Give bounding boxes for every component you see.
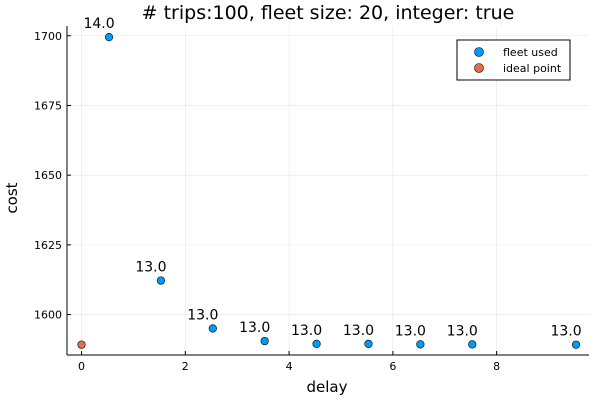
- legend: fleet used ideal point: [456, 39, 571, 81]
- data-point: [208, 324, 217, 333]
- data-label: 13.0: [291, 323, 322, 339]
- x-tick-label: 4: [286, 360, 293, 373]
- chart-title: # trips:100, fleet size: 20, integer: tr…: [142, 2, 515, 24]
- legend-box: [456, 39, 571, 81]
- data-point: [416, 340, 425, 349]
- data-labels: 14.0 13.0 13.0 13.0 13.0 13.0 13.0 13.0 13.0: [83, 16, 581, 340]
- data-point: [104, 33, 114, 42]
- grid: [67, 26, 589, 355]
- data-points: [77, 33, 581, 349]
- axes: [66, 26, 589, 356]
- legend-marker: [474, 63, 484, 73]
- y-tick-label: 1675: [34, 99, 62, 112]
- x-tick-label: 8: [493, 360, 500, 373]
- data-label: 13.0: [187, 308, 218, 324]
- data-point: [77, 340, 86, 349]
- y-axis-title: cost: [3, 182, 21, 213]
- x-tick-label: 0: [78, 360, 85, 373]
- data-point: [571, 340, 581, 349]
- data-point: [156, 276, 166, 285]
- data-label: 13.0: [239, 320, 270, 336]
- y-axis-ticks: 1600 1625 1650 1675 1700: [34, 30, 71, 322]
- legend-label: fleet used: [503, 46, 558, 59]
- data-label: 13.0: [343, 323, 374, 339]
- x-tick-label: 2: [182, 360, 189, 373]
- y-tick-label: 1600: [34, 309, 62, 322]
- data-label: 13.0: [550, 324, 581, 340]
- data-point: [468, 340, 477, 349]
- legend-marker: [474, 47, 484, 57]
- data-label: 13.0: [395, 323, 426, 339]
- data-label: 14.0: [83, 16, 114, 32]
- x-axis-ticks: 0 2 4 6 8: [78, 351, 500, 373]
- legend-label: ideal point: [503, 62, 562, 75]
- data-label: 13.0: [447, 323, 478, 339]
- y-tick-label: 1625: [34, 239, 62, 252]
- y-tick-label: 1650: [34, 169, 62, 182]
- data-point: [312, 339, 321, 348]
- y-tick-label: 1700: [34, 30, 62, 43]
- data-point: [364, 339, 373, 348]
- x-axis-title: delay: [307, 378, 348, 396]
- data-label: 13.0: [135, 260, 166, 276]
- x-tick-label: 6: [389, 360, 396, 373]
- data-point: [260, 336, 269, 346]
